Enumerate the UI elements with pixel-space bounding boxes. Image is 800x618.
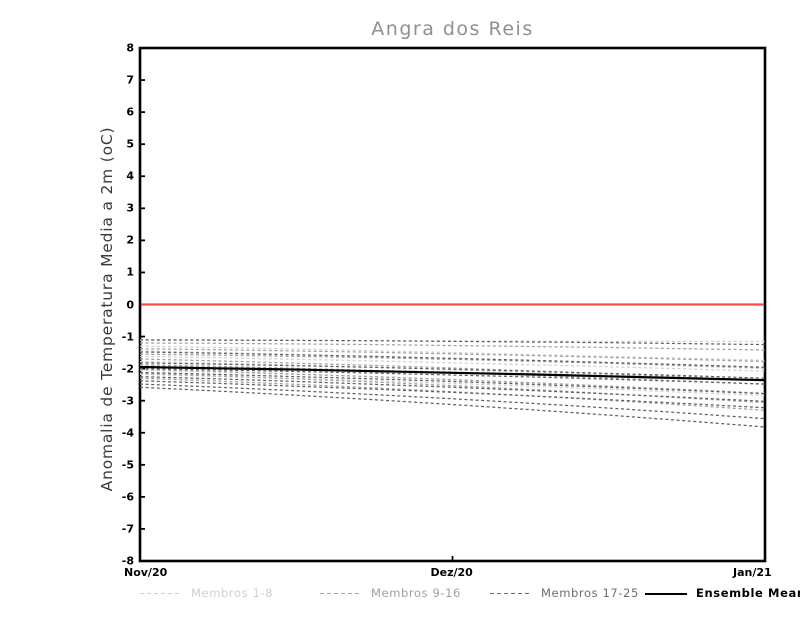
legend-label: Membros 1-8	[191, 586, 274, 600]
y-axis-tick-label: -7	[121, 522, 134, 536]
x-axis-tick-label: Nov/20	[124, 566, 168, 579]
member-line	[139, 339, 766, 346]
member-line	[139, 353, 766, 369]
member-line	[139, 355, 766, 372]
member-line	[139, 368, 766, 385]
y-axis-tick-label: 7	[126, 73, 134, 87]
y-axis-tick-label: 2	[126, 233, 134, 247]
legend-label: Ensemble Mean	[696, 586, 800, 600]
legend-line-swatch	[320, 589, 362, 598]
legend-item: Membros 9-16	[320, 586, 461, 600]
x-axis-tick-label: Jan/21	[733, 566, 772, 579]
y-axis-tick-label: -3	[121, 394, 134, 408]
chart-legend: Membros 1-8 Membros 9-16 Membros 17-25 Ense…	[140, 586, 800, 606]
y-axis-tick-label: 3	[126, 201, 134, 215]
y-axis-tick-label: -1	[121, 330, 134, 344]
y-axis-tick-label: -4	[121, 426, 134, 440]
member-line	[139, 345, 766, 361]
member-line	[139, 362, 766, 379]
member-line	[139, 368, 766, 395]
y-axis-tick-label: -5	[121, 458, 134, 472]
y-axis-tick-label: 0	[126, 298, 134, 311]
y-axis-tick-label: 4	[126, 169, 134, 183]
legend-label: Membros 9-16	[371, 586, 461, 600]
y-axis-tick-label: -8	[121, 554, 134, 568]
legend-line-swatch	[645, 589, 687, 598]
member-line	[139, 342, 766, 351]
y-axis-tick-label: 5	[126, 137, 134, 151]
y-axis-tick-label: 8	[126, 41, 134, 55]
page-title: Angra dos Reis	[371, 18, 534, 40]
y-axis-tick-label: 1	[126, 265, 134, 279]
y-axis-tick-label: -6	[121, 490, 134, 504]
y-axis-tick-label: -2	[121, 362, 134, 376]
legend-line-swatch	[490, 589, 532, 598]
member-line	[139, 371, 766, 395]
member-line	[139, 348, 766, 363]
member-line	[139, 350, 766, 370]
legend-label: Membros 17-25	[541, 586, 639, 600]
member-line	[139, 351, 766, 368]
member-line	[139, 376, 766, 402]
legend-line-swatch	[140, 589, 182, 598]
member-line	[139, 358, 766, 381]
member-line	[139, 386, 766, 428]
x-axis-tick-label: Dez/20	[430, 566, 473, 579]
member-line	[140, 339, 765, 342]
legend-item: Ensemble Mean	[645, 586, 800, 600]
legend-item: Membros 17-25	[490, 586, 639, 600]
y-axis-tick-label: 6	[126, 105, 134, 119]
member-line	[139, 380, 766, 409]
member-line	[139, 383, 766, 420]
ensemble-mean-line	[139, 365, 766, 382]
member-line	[139, 373, 766, 397]
legend-item: Membros 1-8	[140, 586, 273, 600]
member-line	[139, 377, 766, 411]
